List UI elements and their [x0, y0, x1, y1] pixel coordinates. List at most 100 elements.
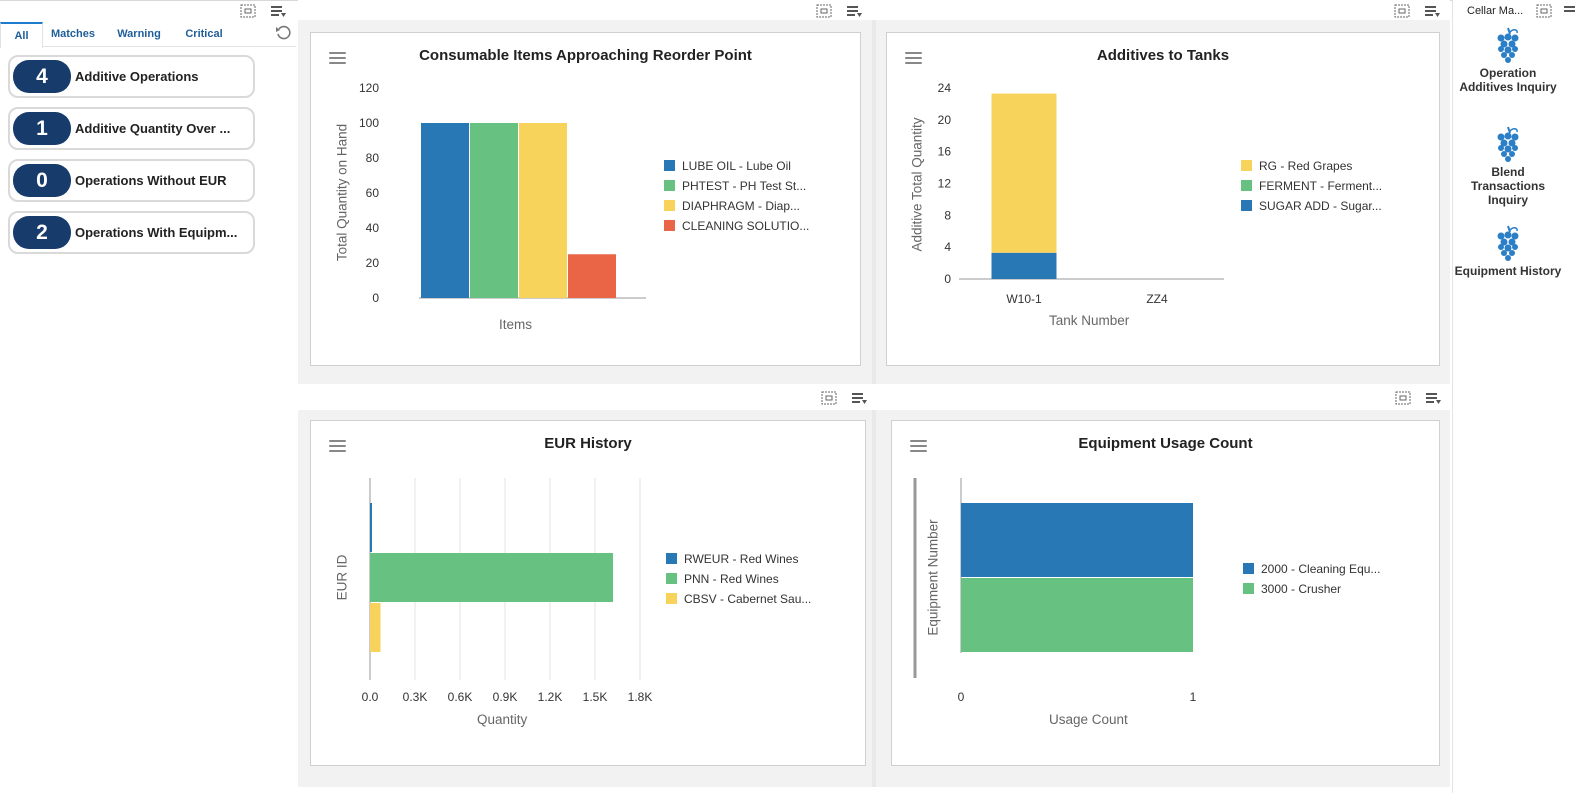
- chart-card-consumables: Consumable Items Approaching Reorder Poi…: [310, 32, 861, 366]
- watchlist-item-additive-operations[interactable]: 4 Additive Operations: [8, 55, 255, 98]
- bar: [470, 123, 518, 298]
- legend-label: DIAPHRAGM - Diap...: [682, 199, 801, 213]
- x-axis-title: Usage Count: [1049, 712, 1128, 727]
- legend-item[interactable]: DIAPHRAGM - Diap...: [664, 199, 800, 213]
- legend-item[interactable]: CBSV - Cabernet Sau...: [666, 592, 811, 606]
- maximize-icon[interactable]: [240, 4, 256, 18]
- legend-item[interactable]: LUBE OIL - Lube Oil: [664, 159, 791, 173]
- chart-menu-icon[interactable]: [910, 440, 927, 452]
- watchlist-item-label: Additive Operations: [75, 69, 199, 84]
- legend-item[interactable]: RWEUR - Red Wines: [666, 552, 798, 566]
- y-tick-label: 100: [359, 116, 379, 130]
- y-tick-label: 20: [938, 113, 952, 127]
- legend-item[interactable]: RG - Red Grapes: [1241, 159, 1352, 173]
- y-tick-label: 16: [938, 145, 952, 159]
- legend-swatch: [664, 200, 675, 211]
- maximize-icon[interactable]: [816, 4, 832, 18]
- bar: [370, 503, 372, 552]
- legend-swatch: [664, 160, 675, 171]
- y-tick-label: 20: [366, 256, 380, 270]
- grapes-icon: [1497, 225, 1519, 261]
- menu-list-icon[interactable]: [1425, 391, 1441, 405]
- legend-swatch: [666, 593, 677, 604]
- chart-title: Consumable Items Approaching Reorder Poi…: [419, 47, 752, 64]
- tab-critical[interactable]: Critical: [185, 28, 223, 40]
- y-axis-title: EUR ID: [334, 554, 350, 601]
- watchlist-item-operations-with-equipment[interactable]: 2 Operations With Equipm...: [8, 211, 255, 254]
- tab-matches[interactable]: Matches: [50, 28, 96, 40]
- y-tick-label: 24: [938, 81, 952, 95]
- bar: [370, 553, 613, 602]
- legend-item[interactable]: PNN - Red Wines: [666, 572, 779, 586]
- y-tick-label: 4: [944, 240, 951, 254]
- bar: [568, 254, 616, 298]
- legend-swatch: [664, 180, 675, 191]
- launch-blend-transactions-inquiry[interactable]: Blend Transactions Inquiry: [1453, 125, 1563, 207]
- x-axis-title: Tank Number: [1049, 313, 1130, 328]
- chart-consumables: 0 20 40 60 80 100 120: [359, 81, 646, 305]
- panel-header-strip: [298, 384, 1450, 410]
- legend-swatch: [1241, 180, 1252, 191]
- maximize-icon[interactable]: [821, 391, 837, 405]
- launch-equipment-history[interactable]: Equipment History: [1453, 224, 1563, 278]
- grapes-icon: [1497, 27, 1519, 63]
- watchlist-item-operations-without-eur[interactable]: 0 Operations Without EUR: [8, 159, 255, 202]
- x-tick-label: ZZ4: [1146, 292, 1168, 306]
- x-tick-label: W10-1: [1006, 292, 1042, 306]
- legend-item[interactable]: FERMENT - Ferment...: [1241, 179, 1382, 193]
- y-tick-label: 8: [944, 208, 951, 222]
- maximize-icon[interactable]: [1395, 391, 1411, 405]
- springboard-title: Cellar Ma...: [1467, 5, 1524, 17]
- legend-item[interactable]: 2000 - Cleaning Equ...: [1243, 562, 1380, 576]
- legend-label: RWEUR - Red Wines: [684, 552, 799, 566]
- y-axis-title: Additive Total Quantity: [909, 117, 925, 252]
- bar: [961, 503, 1193, 577]
- legend-item[interactable]: PHTEST - PH Test St...: [664, 179, 806, 193]
- legend-swatch: [1241, 200, 1252, 211]
- tab-all[interactable]: All: [0, 22, 43, 48]
- launch-label: Equipment History: [1454, 264, 1562, 278]
- y-tick-label: 0: [944, 272, 951, 286]
- y-tick-label: 0: [372, 291, 379, 305]
- legend-item[interactable]: 3000 - Crusher: [1243, 582, 1341, 596]
- legend-item[interactable]: SUGAR ADD - Sugar...: [1241, 199, 1382, 213]
- legend-item[interactable]: CLEANING SOLUTIO...: [664, 219, 809, 233]
- menu-list-icon[interactable]: [1424, 4, 1440, 18]
- refresh-icon[interactable]: [275, 25, 291, 41]
- legend-label: 3000 - Crusher: [1261, 582, 1342, 596]
- legend-label: PHTEST - PH Test St...: [682, 179, 807, 193]
- menu-list-icon[interactable]: [846, 4, 862, 18]
- legend-label: 2000 - Cleaning Equ...: [1261, 562, 1381, 576]
- legend-swatch: [666, 553, 677, 564]
- x-tick-label: 1.8K: [628, 690, 653, 704]
- chart-menu-icon[interactable]: [329, 52, 346, 64]
- bar: [370, 603, 381, 652]
- bar: [961, 578, 1193, 652]
- menu-list-icon[interactable]: [1563, 4, 1577, 18]
- chart-menu-icon[interactable]: [905, 52, 922, 64]
- x-tick-label: 1: [1190, 690, 1197, 704]
- chart-title: Additives to Tanks: [1096, 47, 1230, 64]
- chart-title: EUR History: [544, 435, 632, 452]
- chart-menu-icon[interactable]: [329, 440, 346, 452]
- panel-header-strip: [298, 0, 1450, 20]
- tab-warning[interactable]: Warning: [117, 28, 161, 40]
- watchlist-item-label: Operations Without EUR: [75, 173, 227, 188]
- maximize-icon[interactable]: [1394, 4, 1410, 18]
- y-tick-label: 12: [938, 177, 952, 191]
- launch-operation-additives-inquiry[interactable]: Operation Additives Inquiry: [1453, 26, 1563, 94]
- y-tick-label: 120: [359, 81, 379, 95]
- legend-label: PNN - Red Wines: [684, 572, 779, 586]
- legend-swatch: [1241, 160, 1252, 171]
- watchlist-item-label: Additive Quantity Over ...: [75, 121, 231, 136]
- x-axis-title: Quantity: [477, 712, 528, 727]
- y-tick-label: 60: [366, 186, 380, 200]
- menu-list-icon[interactable]: [851, 391, 867, 405]
- watchlist-item-additive-quantity-over[interactable]: 1 Additive Quantity Over ...: [8, 107, 255, 150]
- chart-eur-history: 0.0 0.3K 0.6K 0.9K 1.2K 1.5K 1.8K: [362, 478, 653, 704]
- x-axis-title: Items: [499, 317, 533, 332]
- legend-label: RG - Red Grapes: [1259, 159, 1353, 173]
- menu-list-icon[interactable]: [270, 4, 286, 18]
- maximize-icon[interactable]: [1536, 4, 1552, 18]
- x-tick-label: 0.9K: [493, 690, 518, 704]
